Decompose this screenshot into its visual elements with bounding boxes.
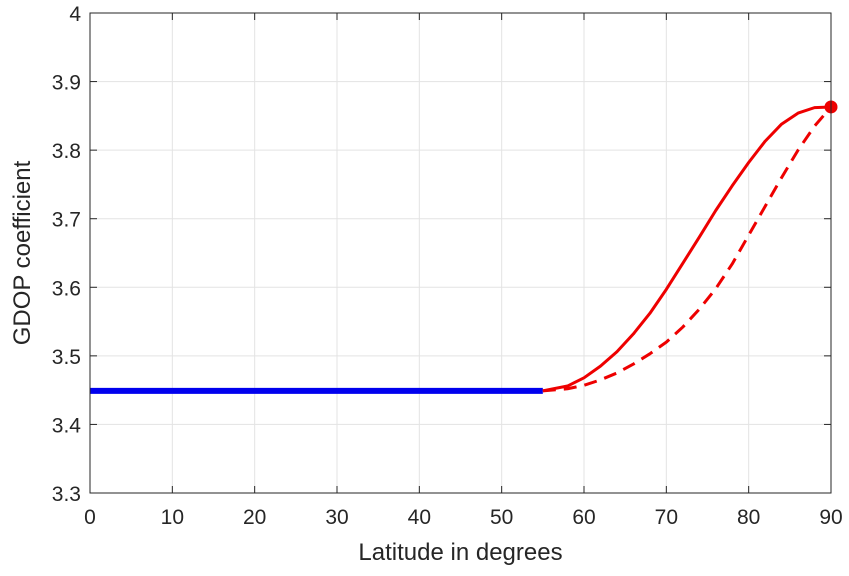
y-tick-label: 3.8 xyxy=(52,140,81,163)
y-tick-label: 3.9 xyxy=(52,72,81,95)
axes-box xyxy=(89,12,832,494)
x-tick-label: 20 xyxy=(243,506,266,529)
y-axis-label: GDOP coefficient xyxy=(9,160,36,345)
y-tick-label: 3.3 xyxy=(52,483,81,506)
series-line-3 xyxy=(542,105,833,393)
y-tick-label: 3.4 xyxy=(52,414,82,437)
y-tick-label: 4 xyxy=(69,3,81,26)
x-tick-label: 0 xyxy=(84,506,96,529)
plot-series xyxy=(90,100,838,394)
tick-labels: 0 10 20 30 40 50 60 70 80 90 3.3 3.4 3.5 3.6 3.7 3.8 3.9… xyxy=(52,3,843,529)
x-tick-label: 90 xyxy=(819,506,842,529)
y-tick-label: 3.7 xyxy=(52,209,81,232)
x-tick-label: 70 xyxy=(655,506,678,529)
grid-lines xyxy=(90,13,831,493)
x-tick-label: 80 xyxy=(737,506,760,529)
series-line-2 xyxy=(542,105,832,393)
x-axis-label: Latitude in degrees xyxy=(358,539,562,566)
tick-marks xyxy=(89,12,832,494)
y-tick-label: 3.5 xyxy=(52,346,81,369)
x-tick-label: 10 xyxy=(161,506,184,529)
y-tick-label: 3.6 xyxy=(52,277,81,300)
x-tick-label: 40 xyxy=(408,506,431,529)
x-tick-label: 50 xyxy=(490,506,513,529)
x-tick-label: 30 xyxy=(325,506,348,529)
x-tick-label: 60 xyxy=(572,506,595,529)
